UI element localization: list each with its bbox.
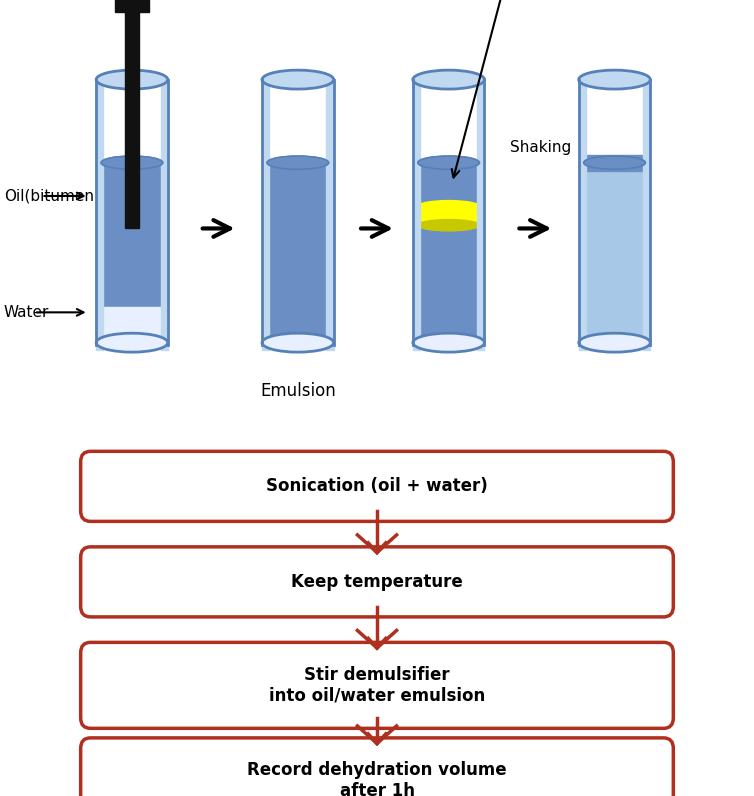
Bar bbox=[584, 162, 645, 342]
Bar bbox=[115, 0, 149, 12]
Bar bbox=[643, 80, 650, 350]
Ellipse shape bbox=[418, 201, 480, 212]
Bar bbox=[101, 162, 163, 342]
Text: Water: Water bbox=[4, 305, 49, 320]
Ellipse shape bbox=[262, 70, 333, 89]
Bar bbox=[326, 80, 333, 350]
Bar bbox=[101, 307, 163, 342]
Bar bbox=[477, 80, 484, 350]
Ellipse shape bbox=[584, 156, 645, 170]
Text: Stir demulsifier
into oil/water emulsion: Stir demulsifier into oil/water emulsion bbox=[269, 666, 485, 704]
Text: Emulsion: Emulsion bbox=[260, 382, 336, 400]
Ellipse shape bbox=[418, 220, 480, 231]
Ellipse shape bbox=[413, 70, 484, 89]
Bar bbox=[262, 80, 333, 350]
Ellipse shape bbox=[418, 156, 480, 170]
Ellipse shape bbox=[267, 156, 329, 170]
Bar bbox=[418, 162, 480, 342]
Text: Record dehydration volume
after 1h: Record dehydration volume after 1h bbox=[247, 762, 507, 796]
Bar bbox=[413, 80, 484, 350]
Bar bbox=[97, 80, 167, 350]
FancyBboxPatch shape bbox=[81, 547, 673, 617]
Text: Sonication (oil + water): Sonication (oil + water) bbox=[266, 478, 488, 495]
Ellipse shape bbox=[101, 156, 163, 170]
FancyBboxPatch shape bbox=[81, 451, 673, 521]
Bar bbox=[262, 80, 269, 350]
Ellipse shape bbox=[413, 334, 484, 352]
Bar bbox=[584, 154, 645, 171]
Ellipse shape bbox=[578, 334, 650, 352]
Bar bbox=[578, 80, 650, 350]
Bar bbox=[413, 80, 420, 350]
Bar bbox=[97, 80, 103, 350]
Text: Shaking: Shaking bbox=[510, 140, 572, 154]
Ellipse shape bbox=[578, 70, 650, 89]
Bar bbox=[418, 206, 480, 225]
FancyBboxPatch shape bbox=[81, 642, 673, 728]
Bar bbox=[161, 80, 167, 350]
Text: Oil(bitumen): Oil(bitumen) bbox=[4, 189, 100, 204]
Bar bbox=[267, 162, 329, 342]
Bar bbox=[578, 80, 586, 350]
Bar bbox=[125, 0, 139, 228]
Text: Keep temperature: Keep temperature bbox=[291, 573, 463, 591]
Ellipse shape bbox=[262, 334, 333, 352]
Ellipse shape bbox=[96, 334, 167, 352]
FancyBboxPatch shape bbox=[81, 738, 673, 796]
Ellipse shape bbox=[96, 70, 167, 89]
